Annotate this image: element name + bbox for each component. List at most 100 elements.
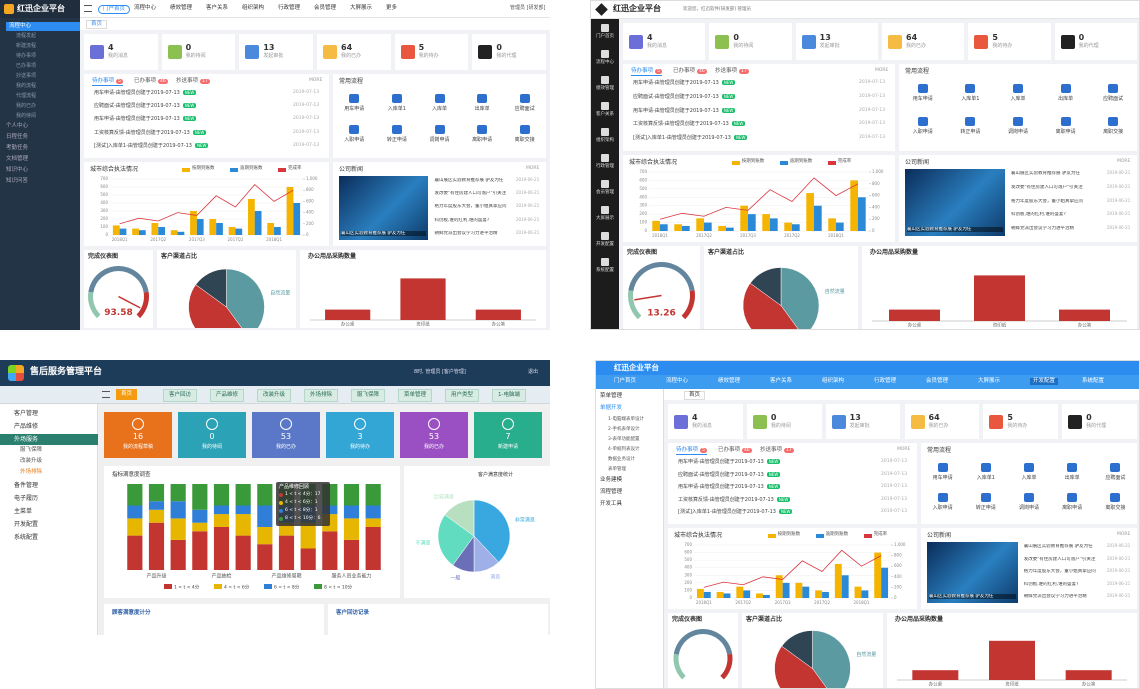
nav-item[interactable]: 流程中心 <box>596 60 614 65</box>
nav-item[interactable]: 系统配置 <box>1082 378 1105 384</box>
bar <box>874 552 882 598</box>
nav-item[interactable]: 大屏展示 <box>596 216 614 221</box>
nav-item[interactable]: 客户关系 <box>770 378 793 384</box>
process-icon <box>1110 463 1121 472</box>
sidebar-group[interactable]: 日程任务 <box>6 134 29 140</box>
process-label: 离职申请 <box>1055 128 1076 135</box>
stat-card: 0 我的代理 <box>1054 23 1137 60</box>
nav-item[interactable]: 绩效管理 <box>596 86 614 91</box>
sidebar-group[interactable]: 单据开发 <box>600 405 623 411</box>
process-icon <box>917 84 928 93</box>
y2-tick-label: 0 <box>306 232 309 237</box>
card-icon <box>132 418 144 430</box>
card-icon <box>323 45 337 59</box>
sidebar-group[interactable]: 开发配置 <box>14 521 39 528</box>
task-tab: 待办事项 5 <box>92 78 123 86</box>
chart-svg: 办公桌 资印纸 办公笔 <box>897 640 1127 688</box>
tab[interactable]: 首页 <box>116 389 138 400</box>
nav-item[interactable]: 大屏展示 <box>350 5 373 11</box>
nav-item[interactable]: 行政管理 <box>278 5 301 11</box>
task-item: 用车申请-由管理员创建于2019-07-13 NEW <box>633 80 736 86</box>
nav-item[interactable]: 行政管理 <box>596 164 614 169</box>
news-date: 2019-06-21 <box>1107 580 1131 586</box>
sidebar-group[interactable]: 知识中心 <box>6 167 29 173</box>
news-item: 发改委"有住房建人口可落户"引关注 <box>1023 556 1096 562</box>
sidebar-group[interactable]: 流程中心 <box>6 22 80 31</box>
nav-item[interactable]: 会员管理 <box>314 5 337 11</box>
sidebar-group[interactable]: 业务建模 <box>600 477 623 483</box>
tab[interactable]: 菜单管理 <box>398 389 433 402</box>
nav-item[interactable]: 门户首页 <box>614 378 637 384</box>
sidebar-group[interactable]: 外场服务 <box>0 434 98 446</box>
bar <box>400 278 446 320</box>
task-item: 工资核算反馈-由管理员创建于2019-07-13 NEW <box>678 496 791 503</box>
sidebar-group[interactable]: 系统配置 <box>14 534 39 541</box>
sidebar-group[interactable]: 产品维修 <box>14 423 39 430</box>
bar-segment <box>127 535 143 570</box>
nav-item[interactable]: 组织架构 <box>822 378 845 384</box>
nav-item[interactable]: 绩效管理 <box>718 378 741 384</box>
process-icon <box>1060 84 1071 93</box>
task-date: 2019-07-13 <box>293 129 320 135</box>
sidebar-item: 服飞保障 <box>20 447 43 453</box>
y-tick-label: 100 <box>684 587 692 592</box>
logo-bar: 红迅企业平台 <box>0 0 80 18</box>
sidebar-group[interactable]: 文档管理 <box>6 156 29 162</box>
card-label: 发起审批 <box>849 422 870 429</box>
bar <box>1065 670 1112 680</box>
tab[interactable]: 改装升级 <box>257 389 292 402</box>
nav-item[interactable]: 流程中心 <box>666 378 689 384</box>
x-tick-label: 2018Q1 <box>854 600 870 605</box>
gauge-value: 93.58 <box>104 308 132 318</box>
sidebar-group[interactable]: 电子履历 <box>14 495 39 502</box>
sidebar-group[interactable]: 菜单管理 <box>600 393 623 399</box>
tab[interactable]: 用户类型 <box>445 389 480 402</box>
nav-item[interactable]: 组织架构 <box>596 138 614 143</box>
card-icon <box>206 418 218 430</box>
tab[interactable]: 1-电脑端 <box>492 389 526 402</box>
nav-item[interactable]: 行政管理 <box>874 378 897 384</box>
nav-item[interactable]: 会员管理 <box>926 378 949 384</box>
sidebar-group[interactable]: 备件管理 <box>14 482 39 489</box>
task-item: 用车申请-由管理员创建于2019-07-13 NEW <box>633 107 736 114</box>
x-tick-label: 2017Q3 <box>189 237 205 242</box>
bar <box>704 222 712 231</box>
nav-item[interactable]: 系统配置 <box>596 268 614 273</box>
sidebar-group[interactable]: 个人中心 <box>6 123 29 129</box>
new-badge: NEW <box>182 103 197 109</box>
nav-item[interactable]: 开发配置 <box>1030 378 1059 385</box>
sidebar-group[interactable]: 客户管理 <box>14 410 39 417</box>
sidebar-group[interactable]: 开发工具 <box>600 501 623 507</box>
y-tick-label: 500 <box>100 192 108 197</box>
nav-item[interactable]: 流程中心 <box>134 5 157 11</box>
card-icon <box>752 414 767 429</box>
bar-segment <box>148 522 165 570</box>
sidebar-group[interactable]: 主菜单 <box>14 508 33 515</box>
nav-item[interactable]: 更多 <box>386 5 398 11</box>
sidebar-group[interactable]: 知识问答 <box>6 178 29 184</box>
process-icon <box>917 116 928 126</box>
nav-item[interactable]: 门户首页 <box>596 34 614 39</box>
nav-item[interactable]: 会员管理 <box>596 190 614 195</box>
nav-item[interactable]: 开发配置 <box>596 242 614 247</box>
nav-item[interactable]: 组织架构 <box>242 5 265 11</box>
nav-item[interactable]: 客户关系 <box>596 112 614 117</box>
nav-item[interactable]: 大屏展示 <box>978 378 1001 384</box>
bar <box>762 594 770 598</box>
process-label: 入库单 <box>1021 475 1037 481</box>
nav-item[interactable]: 客户关系 <box>206 5 229 11</box>
sidebar-group[interactable]: 考勤任务 <box>6 145 29 151</box>
tab[interactable]: 客户回访 <box>163 389 198 402</box>
gauge-panel: 完成仪表图 13.26 <box>623 246 700 329</box>
legend-label: 按期到账数 <box>777 532 801 537</box>
tab[interactable]: 服飞保障 <box>351 389 386 402</box>
process-icon <box>434 94 445 103</box>
logout[interactable]: 退出 <box>528 369 539 375</box>
nav-item[interactable]: 门户首页 <box>98 5 131 14</box>
tab[interactable]: 外场排除 <box>304 389 339 402</box>
tab[interactable]: 产品维修 <box>210 389 245 402</box>
nav-item[interactable]: 绩效管理 <box>170 5 193 11</box>
legend-swatch <box>731 161 740 165</box>
card-label: 发起审批 <box>819 42 840 49</box>
sidebar-group[interactable]: 流程管理 <box>600 489 623 495</box>
